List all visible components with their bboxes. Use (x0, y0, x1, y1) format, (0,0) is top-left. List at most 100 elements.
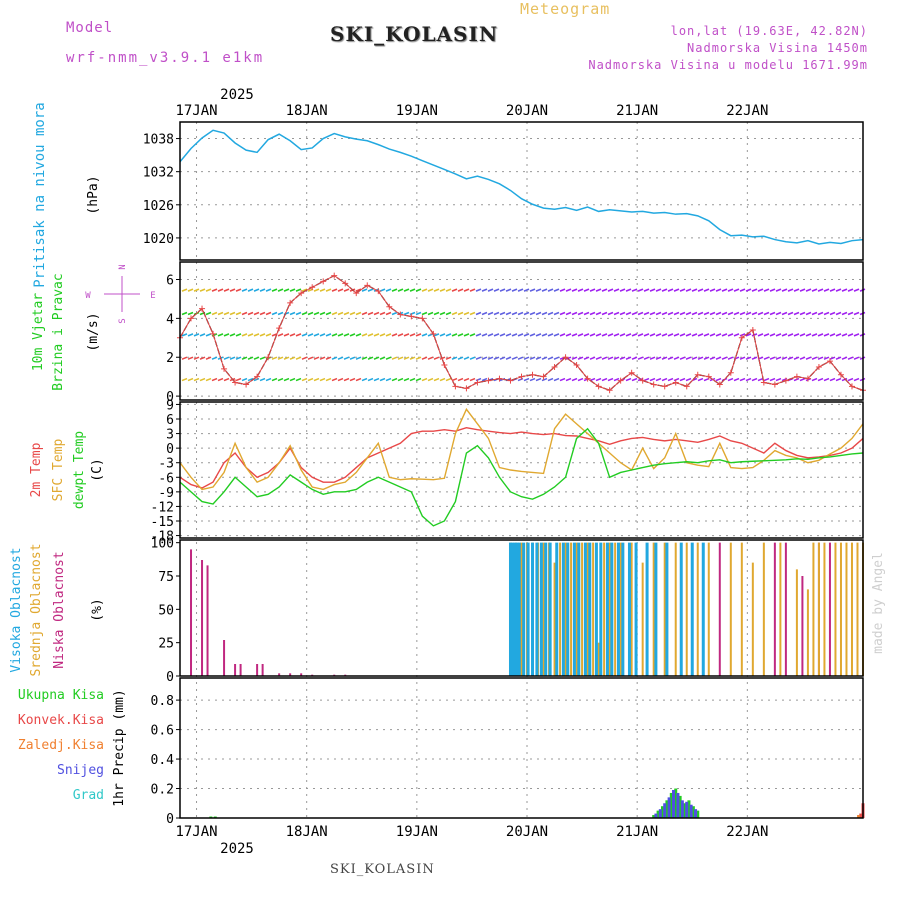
wind-barb (319, 288, 326, 292)
wind-barb (259, 377, 266, 382)
wind-barb (421, 377, 428, 382)
wind-barb (853, 311, 860, 316)
wind-marker (606, 387, 613, 394)
wind-barb (181, 288, 188, 292)
wind-barb (265, 333, 272, 337)
wind-label-2: Brzina i Pravac (51, 273, 66, 390)
wind-barb (535, 356, 542, 360)
wind-marker (243, 381, 250, 388)
wind-barb (775, 288, 782, 292)
wind-barb (595, 311, 602, 316)
wind-barb (697, 311, 704, 316)
wind-barb (643, 333, 650, 337)
wind-marker (320, 278, 327, 285)
wind-barb (247, 288, 254, 292)
wind-marker (474, 379, 481, 386)
wind-barb (715, 333, 722, 337)
wind-barb (613, 356, 620, 360)
wind-barb (265, 377, 272, 382)
y-tick-label: 9 (166, 398, 174, 413)
wind-marker (199, 305, 206, 312)
wind-barb (427, 377, 434, 382)
wind-barb (559, 333, 566, 337)
wind-marker (551, 363, 558, 370)
wind-barb (289, 333, 296, 337)
wind-barb (679, 356, 686, 360)
temp-unit: (C) (90, 458, 105, 481)
wind-barb (457, 333, 464, 337)
wind-barb (619, 288, 626, 292)
wind-barb (187, 377, 194, 382)
wind-barb (811, 288, 818, 292)
wind-barb (469, 356, 476, 360)
wind-barb (643, 356, 650, 360)
wind-barb (445, 356, 452, 360)
wind-barb (307, 356, 314, 360)
wind-barb (745, 311, 752, 316)
wind-marker (331, 272, 338, 279)
wind-barb (709, 356, 716, 360)
wind-marker (573, 362, 580, 369)
wind-barb (301, 333, 308, 337)
wind-barb (613, 288, 620, 292)
wind-barb (589, 333, 596, 337)
wind-barb (817, 356, 824, 360)
wind-barb (469, 333, 476, 337)
wind-barb (301, 311, 308, 316)
wind-barb (367, 333, 374, 337)
wind-barb (607, 333, 614, 337)
wind-barb (331, 377, 338, 382)
wind-barb (307, 377, 314, 382)
wind-barb (295, 356, 302, 360)
wind-barb (367, 311, 374, 316)
wind-barb (409, 311, 416, 316)
wind-barb (619, 333, 626, 337)
wind-barb (523, 288, 530, 292)
wind-barb (619, 356, 626, 360)
model-elevation-info: Nadmorska Visina u modelu 1671.99m (588, 58, 868, 72)
total-precip-bar (696, 810, 700, 818)
wind-barb (535, 311, 542, 316)
wind-barb (583, 288, 590, 292)
wind-barb (415, 356, 422, 360)
precip-label-conv: Konvek.Kisa (18, 713, 104, 728)
wind-barb (823, 311, 830, 316)
wind-barb (451, 377, 458, 382)
wind-barb (559, 288, 566, 292)
wind-barb (841, 356, 848, 360)
wind-barb (751, 311, 758, 316)
wind-barb (241, 288, 248, 292)
wind-marker (826, 358, 833, 365)
wind-barb (181, 333, 188, 337)
wind-barb (607, 377, 614, 382)
snow-bar (676, 792, 680, 818)
wind-barb (289, 356, 296, 360)
wind-marker (221, 365, 228, 372)
wind-barb (235, 356, 242, 360)
wind-barb (637, 288, 644, 292)
wind-barb (703, 333, 710, 337)
wind-barb (391, 333, 398, 337)
wind-barb (679, 311, 686, 316)
wind-barb (295, 377, 302, 382)
wind-barb (205, 356, 212, 360)
wind-barb (811, 333, 818, 337)
wind-barb (331, 288, 338, 292)
wind-barb (331, 356, 338, 360)
temp-panel-frame (179, 401, 864, 539)
wind-barb (193, 377, 200, 382)
lonlat-info: lon,lat (19.63E, 42.82N) (670, 24, 868, 38)
wind-barb (265, 288, 272, 292)
temp-label-dewpt: dewpt Temp (72, 431, 87, 509)
model-label: Model (66, 20, 114, 36)
wind-barb (427, 288, 434, 292)
wind-marker (683, 383, 690, 390)
y-tick-label: 6 (166, 413, 174, 428)
wind-barb (355, 377, 362, 382)
wind-barb (535, 333, 542, 337)
wind-barb (475, 377, 482, 382)
snow-bar (667, 797, 671, 818)
compass-e: E (150, 291, 155, 301)
wind-barb (385, 311, 392, 316)
wind-barb (775, 356, 782, 360)
